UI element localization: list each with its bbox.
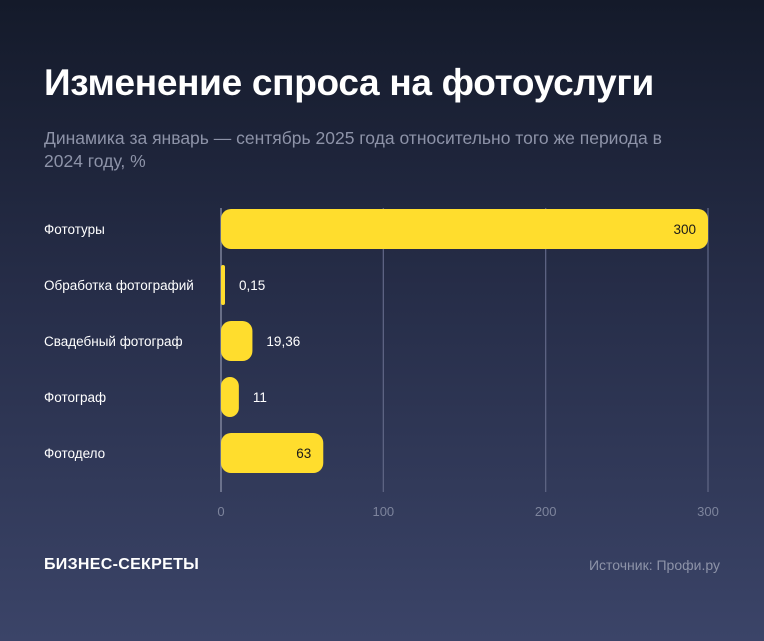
- bar: [221, 377, 239, 417]
- chart-subtitle: Динамика за январь — сентябрь 2025 года …: [44, 128, 662, 171]
- category-label: Обработка фотографий: [44, 278, 194, 293]
- bar: [221, 209, 708, 249]
- bar: [221, 321, 253, 361]
- category-label: Свадебный фотограф: [44, 334, 183, 349]
- x-tick-label: 200: [535, 504, 557, 519]
- data-label: 300: [673, 222, 696, 237]
- data-label: 63: [296, 446, 311, 461]
- category-label: Фототуры: [44, 222, 105, 237]
- x-tick-label: 0: [217, 504, 224, 519]
- chart-title: Изменение спроса на фотоуслуги: [44, 62, 654, 103]
- category-label: Фотодело: [44, 446, 105, 461]
- category-label: Фотограф: [44, 390, 106, 405]
- x-tick-label: 100: [372, 504, 394, 519]
- brand-logo: БИЗНЕС-СЕКРЕТЫ: [44, 556, 200, 573]
- source-note: Источник: Профи.ру: [588, 557, 720, 573]
- x-tick-label: 300: [697, 504, 719, 519]
- data-label: 19,36: [266, 334, 300, 349]
- bar: [221, 265, 225, 305]
- bar: [221, 433, 324, 473]
- data-label: 11: [253, 390, 267, 405]
- data-label: 0,15: [239, 278, 265, 293]
